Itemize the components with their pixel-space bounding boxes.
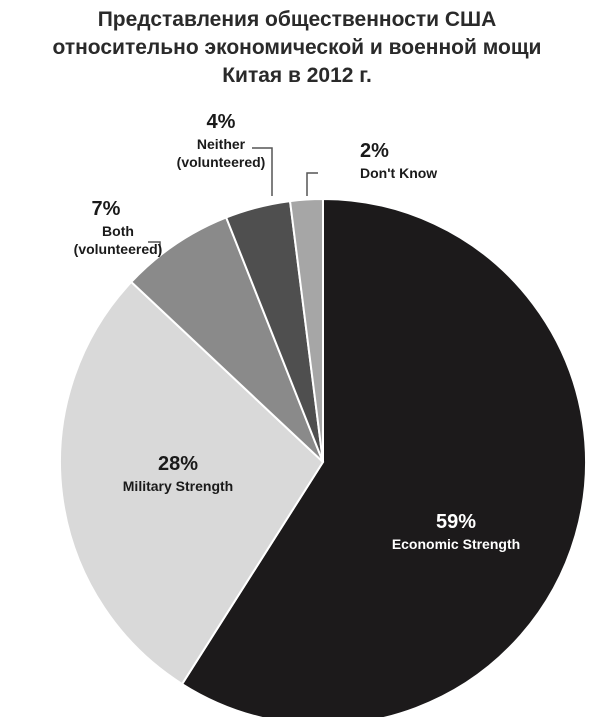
slice-percent-label: 59% — [436, 511, 476, 533]
pie-slice-5 — [288, 197, 324, 463]
chart-title-line-2: относительно экономической и военной мощ… — [52, 36, 542, 59]
pie-slice-2 — [59, 280, 325, 686]
slice-category-label: Neither — [197, 136, 246, 152]
slice-percent-label: 28% — [158, 453, 198, 475]
leader-line — [306, 172, 318, 196]
pie-slice-3 — [129, 216, 324, 463]
slice-labels: 59% Economic Strength 28% Military Strength… — [74, 111, 521, 552]
leader-line — [252, 147, 273, 196]
chart-title-line-1: Представления общественности США — [97, 8, 497, 31]
slice-category-label: Don't Know — [360, 165, 437, 181]
chart-title: Представления общественности США относит… — [0, 6, 594, 90]
slice-percent-label: 4% — [207, 111, 236, 133]
slice-category-label: Both — [102, 223, 134, 239]
slice-percent-label: 2% — [360, 140, 389, 162]
slice-category-label: (volunteered) — [74, 241, 163, 257]
chart-title-line-3: Китая в 2012 г. — [222, 64, 372, 87]
slice-category-label: (volunteered) — [177, 154, 266, 170]
slice-category-label: Economic Strength — [392, 536, 520, 552]
leader-lines — [148, 147, 318, 255]
slice-percent-label: 7% — [92, 198, 121, 220]
leader-line — [148, 241, 161, 255]
slice-category-label: Military Strength — [123, 478, 233, 494]
pie-slice-1 — [180, 197, 587, 717]
pie-slices — [59, 197, 587, 717]
